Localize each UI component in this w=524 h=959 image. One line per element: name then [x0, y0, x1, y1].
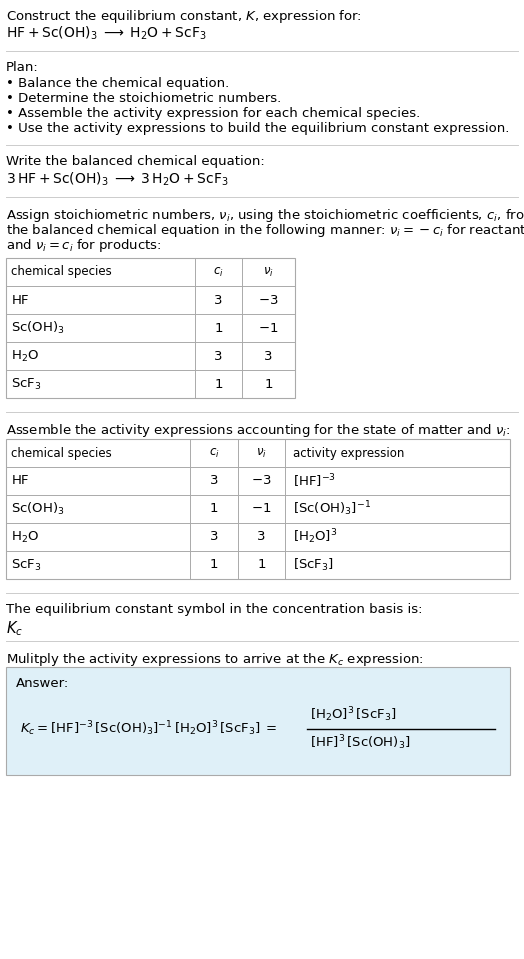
Text: $\mathrm{HF + Sc(OH)_3 \;\longrightarrow\; H_2O + ScF_3}$: $\mathrm{HF + Sc(OH)_3 \;\longrightarrow…	[6, 25, 206, 42]
Text: Answer:: Answer:	[16, 677, 69, 690]
Text: $\mathrm{HF}$: $\mathrm{HF}$	[11, 475, 30, 487]
Text: 1: 1	[210, 503, 219, 516]
Text: 1: 1	[214, 321, 223, 335]
Text: $K_c$: $K_c$	[6, 619, 23, 638]
Text: $\mathrm{3\,HF + Sc(OH)_3 \;\longrightarrow\; 3\,H_2O + ScF_3}$: $\mathrm{3\,HF + Sc(OH)_3 \;\longrightar…	[6, 171, 229, 188]
Text: Assign stoichiometric numbers, $\nu_i$, using the stoichiometric coefficients, $: Assign stoichiometric numbers, $\nu_i$, …	[6, 207, 524, 224]
Text: and $\nu_i = c_i$ for products:: and $\nu_i = c_i$ for products:	[6, 237, 161, 254]
Text: activity expression: activity expression	[293, 447, 405, 459]
Text: chemical species: chemical species	[11, 447, 112, 459]
Text: • Balance the chemical equation.: • Balance the chemical equation.	[6, 77, 230, 90]
Bar	[6, 258, 295, 398]
Text: $[\mathrm{H_2O}]^3\,[\mathrm{ScF_3}]$: $[\mathrm{H_2O}]^3\,[\mathrm{ScF_3}]$	[310, 706, 397, 724]
Text: $\mathrm{H_2O}$: $\mathrm{H_2O}$	[11, 348, 39, 363]
Text: Plan:: Plan:	[6, 61, 39, 74]
Text: 3: 3	[210, 475, 219, 487]
Text: 1: 1	[210, 558, 219, 572]
Text: the balanced chemical equation in the following manner: $\nu_i = -c_i$ for react: the balanced chemical equation in the fo…	[6, 222, 524, 239]
Text: 3: 3	[214, 349, 223, 363]
Text: • Use the activity expressions to build the equilibrium constant expression.: • Use the activity expressions to build …	[6, 122, 509, 135]
Text: chemical species: chemical species	[11, 266, 112, 278]
Text: $-1$: $-1$	[258, 321, 279, 335]
Text: Construct the equilibrium constant, $K$, expression for:: Construct the equilibrium constant, $K$,…	[6, 8, 362, 25]
Text: 3: 3	[214, 293, 223, 307]
Text: 1: 1	[264, 378, 273, 390]
Text: $\mathrm{H_2O}$: $\mathrm{H_2O}$	[11, 529, 39, 545]
Text: $\mathrm{Sc(OH)_3}$: $\mathrm{Sc(OH)_3}$	[11, 320, 64, 336]
Text: Assemble the activity expressions accounting for the state of matter and $\nu_i$: Assemble the activity expressions accoun…	[6, 422, 511, 439]
Text: 3: 3	[257, 530, 266, 544]
Text: $K_c = [\mathrm{HF}]^{-3}\,[\mathrm{Sc(OH)_3}]^{-1}\,[\mathrm{H_2O}]^{3}\,[\math: $K_c = [\mathrm{HF}]^{-3}\,[\mathrm{Sc(O…	[20, 719, 278, 738]
Text: $[\mathrm{Sc(OH)_3}]^{-1}$: $[\mathrm{Sc(OH)_3}]^{-1}$	[293, 500, 371, 519]
Text: $\mathrm{HF}$: $\mathrm{HF}$	[11, 293, 30, 307]
Text: $[\mathrm{HF}]^3\,[\mathrm{Sc(OH)_3}]$: $[\mathrm{HF}]^3\,[\mathrm{Sc(OH)_3}]$	[310, 734, 410, 753]
Text: $-1$: $-1$	[252, 503, 271, 516]
Text: $\mathrm{ScF_3}$: $\mathrm{ScF_3}$	[11, 377, 41, 391]
Text: 3: 3	[264, 349, 273, 363]
Text: The equilibrium constant symbol in the concentration basis is:: The equilibrium constant symbol in the c…	[6, 603, 422, 616]
Text: $\nu_i$: $\nu_i$	[256, 447, 267, 459]
Text: 1: 1	[257, 558, 266, 572]
Text: $\mathrm{Sc(OH)_3}$: $\mathrm{Sc(OH)_3}$	[11, 501, 64, 517]
Text: • Assemble the activity expression for each chemical species.: • Assemble the activity expression for e…	[6, 107, 420, 120]
Text: $[\mathrm{HF}]^{-3}$: $[\mathrm{HF}]^{-3}$	[293, 472, 336, 490]
Text: $[\mathrm{ScF_3}]$: $[\mathrm{ScF_3}]$	[293, 557, 334, 573]
Text: $-3$: $-3$	[252, 475, 272, 487]
Text: $c_i$: $c_i$	[209, 447, 220, 459]
Text: $\mathrm{ScF_3}$: $\mathrm{ScF_3}$	[11, 557, 41, 573]
Bar	[6, 667, 510, 775]
Text: Mulitply the activity expressions to arrive at the $K_c$ expression:: Mulitply the activity expressions to arr…	[6, 651, 424, 668]
Text: Write the balanced chemical equation:: Write the balanced chemical equation:	[6, 155, 265, 168]
Text: 1: 1	[214, 378, 223, 390]
Text: $[\mathrm{H_2O}]^{3}$: $[\mathrm{H_2O}]^{3}$	[293, 527, 337, 547]
Text: 3: 3	[210, 530, 219, 544]
Text: $c_i$: $c_i$	[213, 266, 224, 278]
Text: $-3$: $-3$	[258, 293, 279, 307]
Bar	[6, 439, 510, 579]
Text: $\nu_i$: $\nu_i$	[263, 266, 274, 278]
Text: • Determine the stoichiometric numbers.: • Determine the stoichiometric numbers.	[6, 92, 281, 105]
